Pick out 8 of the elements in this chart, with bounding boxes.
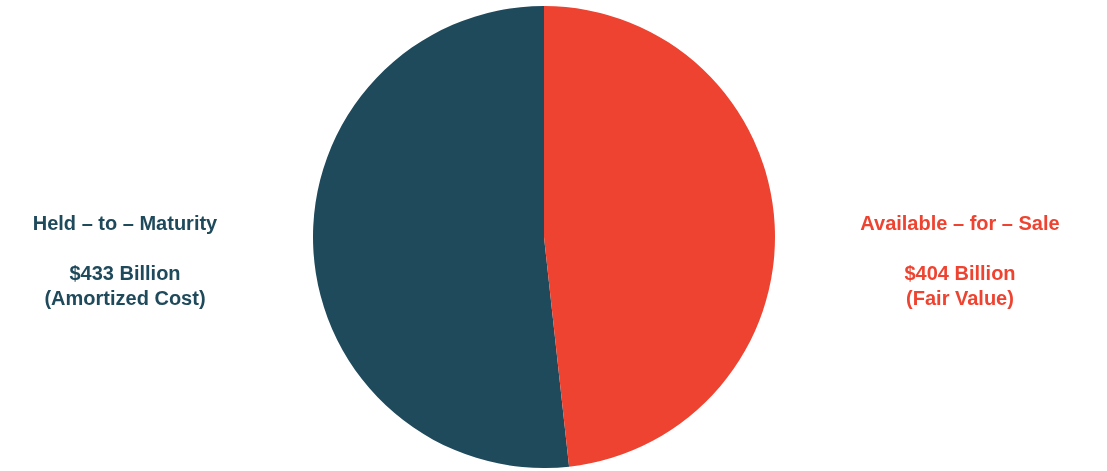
text: (Amortized Cost) xyxy=(44,287,206,309)
pie-slice xyxy=(544,6,775,467)
data-label: $433 Billion xyxy=(69,262,181,284)
pie-slice xyxy=(313,6,570,468)
slice-label: Held – to – Maturity xyxy=(32,212,219,234)
slice-label: Available – for – Sale xyxy=(860,212,1060,234)
data-label: $404 Billion xyxy=(904,262,1016,284)
text: (Fair Value) xyxy=(906,287,1014,309)
